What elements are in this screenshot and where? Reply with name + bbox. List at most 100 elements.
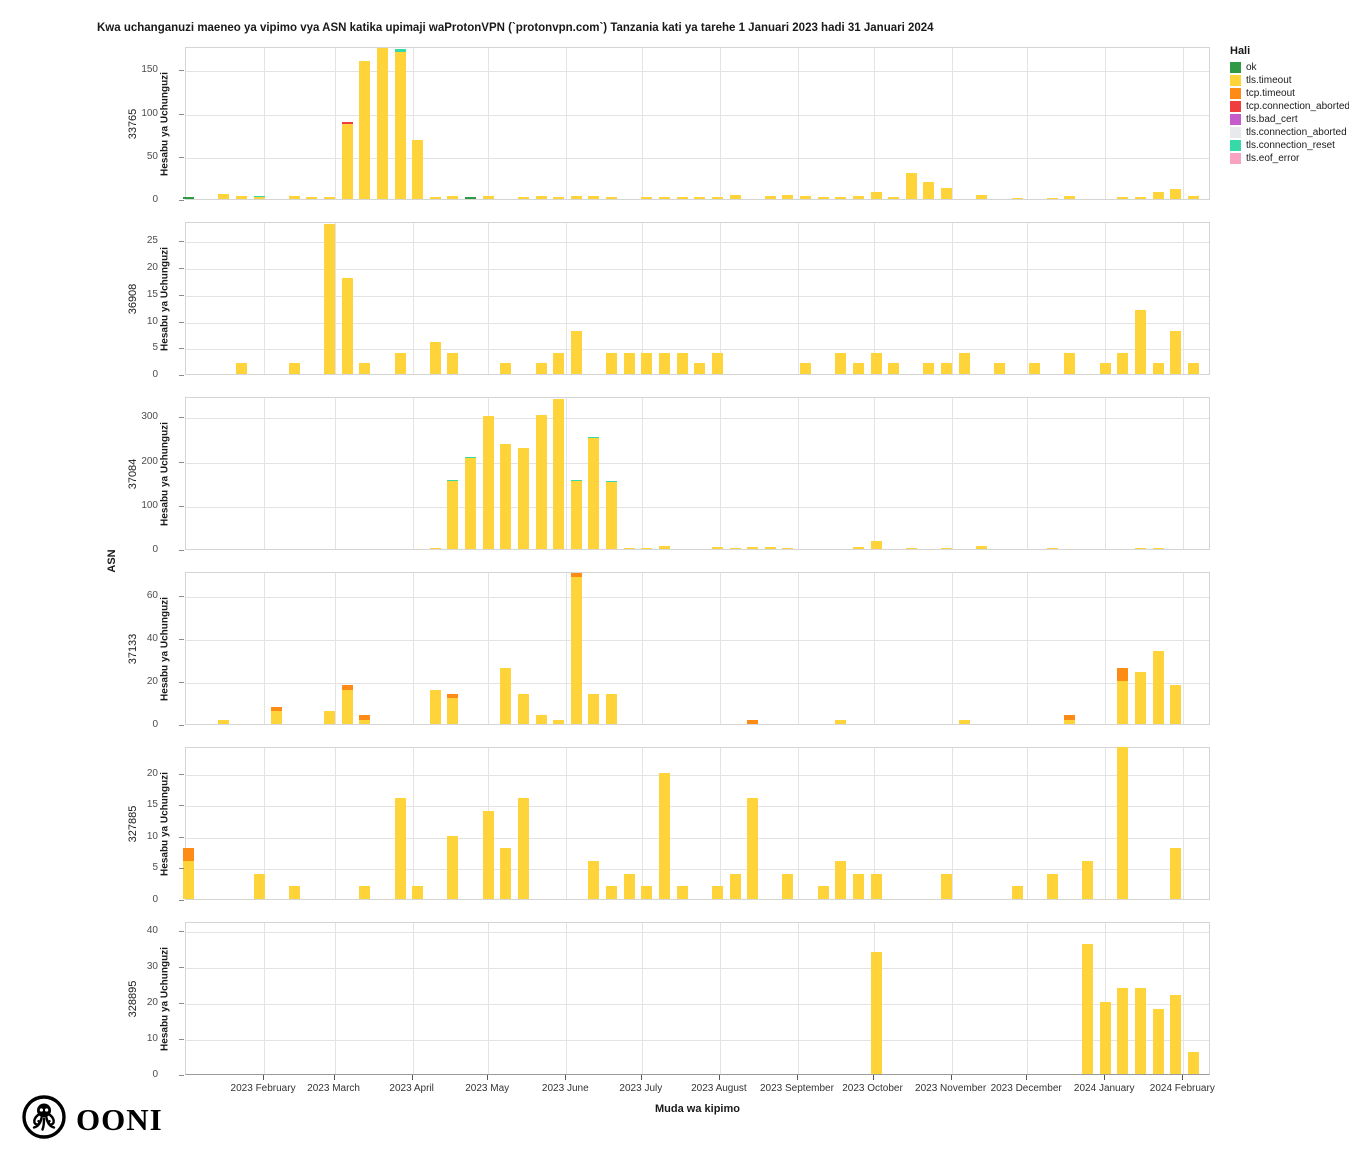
bar-segment-tls.timeout — [500, 363, 512, 374]
bar-segment-tls.connection_reset — [394, 49, 406, 53]
bar-segment-tls.timeout — [993, 363, 1005, 374]
y-gridline — [186, 462, 1209, 464]
y-axis-title: Hesabu ya Uchunguzi — [159, 596, 171, 701]
bar-segment-tls.timeout — [870, 951, 882, 1074]
y-tick-label: 5 — [152, 342, 158, 354]
bar-segment-tls.timeout — [447, 352, 459, 374]
month-gridline — [1027, 748, 1029, 899]
y-tick-label: 200 — [141, 455, 158, 467]
bar-segment-tls.timeout — [324, 711, 336, 724]
bar-segment-tls.timeout — [852, 195, 864, 199]
x-tick-mark — [411, 1075, 413, 1080]
y-tick-mark — [179, 773, 184, 775]
bar-segment-tls.timeout — [517, 693, 529, 724]
bar-segment-tls.timeout — [1152, 1009, 1164, 1074]
bar-segment-tls.timeout — [553, 719, 565, 724]
month-gridline — [334, 223, 336, 374]
bar-segment-tls.timeout — [905, 173, 917, 199]
y-tick-mark — [179, 200, 184, 201]
bar-segment-tls.timeout — [535, 196, 547, 199]
month-gridline — [641, 748, 643, 899]
bar-segment-tls.timeout — [835, 861, 847, 899]
y-gridline — [186, 349, 1209, 351]
bar-segment-tcp.timeout — [183, 848, 195, 862]
y-tick-label: 0 — [152, 194, 158, 205]
facet-panel-asn-328895 — [185, 922, 1210, 1075]
legend-item: tls.eof_error — [1230, 152, 1348, 165]
month-gridline — [719, 923, 721, 1074]
bar-segment-tls.timeout — [1170, 331, 1182, 374]
month-gridline — [264, 223, 266, 374]
month-gridline — [719, 223, 721, 374]
bar-segment-tls.timeout — [218, 193, 230, 199]
y-tick-label: 20 — [146, 262, 158, 273]
bar-segment-tls.timeout — [764, 195, 776, 199]
bar-segment-tls.timeout — [500, 667, 512, 724]
bar-segment-tls.timeout — [941, 873, 953, 899]
y-tick-mark — [179, 348, 184, 350]
month-gridline — [719, 398, 721, 549]
bar-segment-tls.timeout — [1134, 197, 1146, 199]
bar-segment-tls.timeout — [1064, 719, 1076, 724]
bar-segment-tcp.timeout — [1117, 667, 1129, 681]
x-tick-label: 2023 July — [619, 1083, 663, 1094]
y-axis-group-label: ASN — [106, 549, 118, 573]
bar-segment-tls.timeout — [1152, 192, 1164, 199]
bar-segment-tls.timeout — [570, 196, 582, 199]
y-tick-label: 50 — [146, 150, 158, 162]
bar-segment-tls.timeout — [1029, 363, 1041, 374]
y-tick-label: 100 — [141, 107, 158, 119]
facet-panel-asn-33765 — [183, 47, 1210, 200]
bar-segment-tls.timeout — [1170, 188, 1182, 199]
y-gridline — [186, 322, 1209, 324]
y-tick-mark — [179, 681, 184, 683]
legend-label: tls.timeout — [1246, 75, 1292, 86]
month-gridline — [641, 48, 643, 199]
bar-segment-tls.connection_reset — [447, 479, 459, 481]
month-gridline — [334, 48, 336, 199]
bar-segment-tcp.timeout — [1064, 715, 1076, 720]
bar-segment-tls.timeout — [958, 352, 970, 374]
bar-segment-tls.timeout — [835, 352, 847, 374]
bar-segment-tls.timeout — [941, 547, 953, 549]
bar-segment-tls.timeout — [500, 443, 512, 549]
bar-segment-tls.timeout — [835, 197, 847, 199]
x-tick-mark — [565, 1075, 567, 1080]
bar-segment-tls.timeout — [782, 547, 794, 549]
octopus-logo-icon — [20, 1093, 68, 1146]
bar-segment-tls.timeout — [747, 547, 759, 549]
bar-segment-tls.timeout — [1082, 861, 1094, 899]
y-tick-mark — [179, 294, 184, 296]
legend-label: ok — [1246, 62, 1257, 73]
bar-segment-tls.timeout — [517, 797, 529, 899]
month-gridline — [488, 573, 490, 724]
month-gridline — [1027, 923, 1029, 1074]
bar-segment-tls.timeout — [923, 181, 935, 199]
month-gridline — [951, 573, 953, 724]
month-gridline — [719, 48, 721, 199]
legend-item: tls.connection_aborted — [1230, 126, 1348, 139]
bar-segment-tls.timeout — [1046, 547, 1058, 549]
bar-segment-tls.timeout — [1064, 352, 1076, 374]
month-gridline — [566, 48, 568, 199]
month-gridline — [1183, 923, 1185, 1074]
month-gridline — [1183, 48, 1185, 199]
x-axis-title: Muda wa kipimo — [655, 1103, 740, 1115]
legend: Hali ok tls.timeout tcp.timeout tcp.connect… — [1230, 45, 1349, 165]
bar-segment-tls.timeout — [271, 711, 283, 724]
footer-brand: OONI — [20, 1093, 163, 1146]
bar-segment-tls.timeout — [570, 480, 582, 549]
x-tick-mark — [487, 1075, 489, 1080]
month-gridline — [1183, 223, 1185, 374]
bar-segment-tls.timeout — [870, 873, 882, 899]
bar-segment-tls.timeout — [1117, 680, 1129, 724]
facet-panel-asn-37084 — [185, 397, 1210, 550]
facet-panel-asn-36908 — [185, 222, 1210, 375]
month-gridline — [264, 398, 266, 549]
bar-segment-tcp.timeout — [341, 685, 353, 690]
bar-segment-tls.timeout — [958, 719, 970, 724]
y-tick-mark — [179, 595, 184, 597]
bar-segment-tls.timeout — [676, 197, 688, 199]
bar-segment-tls.timeout — [1011, 198, 1023, 199]
